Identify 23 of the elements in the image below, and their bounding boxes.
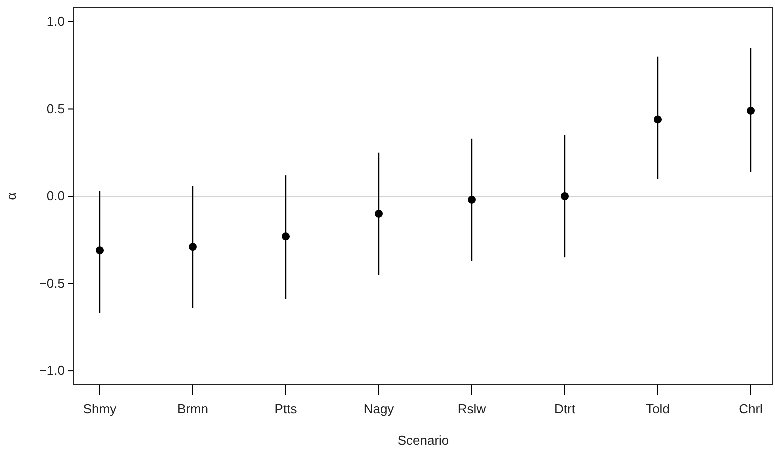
y-tick-label: 1.0 bbox=[46, 14, 65, 30]
x-tick-label: Rslw bbox=[458, 402, 487, 417]
x-tick-label: Chrl bbox=[739, 402, 764, 417]
x-axis-title: Scenario bbox=[398, 433, 450, 448]
point bbox=[654, 116, 662, 124]
y-axis-title: α bbox=[4, 192, 19, 200]
point bbox=[468, 196, 476, 204]
point bbox=[375, 210, 383, 218]
y-tick-label: 0.5 bbox=[46, 101, 65, 116]
point bbox=[282, 232, 290, 241]
y-tick-label: 0.0 bbox=[46, 188, 65, 204]
x-tick-label: Shmy bbox=[83, 402, 118, 417]
x-tick-label: Nagy bbox=[364, 402, 395, 417]
y-tick-label: −0.5 bbox=[39, 276, 65, 291]
y-tick-label: −1.0 bbox=[39, 363, 65, 378]
point bbox=[189, 243, 197, 252]
x-tick-label: Told bbox=[646, 402, 670, 417]
point bbox=[747, 106, 755, 115]
x-tick-label: Ptts bbox=[274, 402, 298, 417]
x-tick-label: Dtrt bbox=[554, 402, 576, 417]
point bbox=[561, 192, 569, 200]
point bbox=[96, 246, 104, 255]
x-tick-label: Brmn bbox=[177, 402, 209, 417]
